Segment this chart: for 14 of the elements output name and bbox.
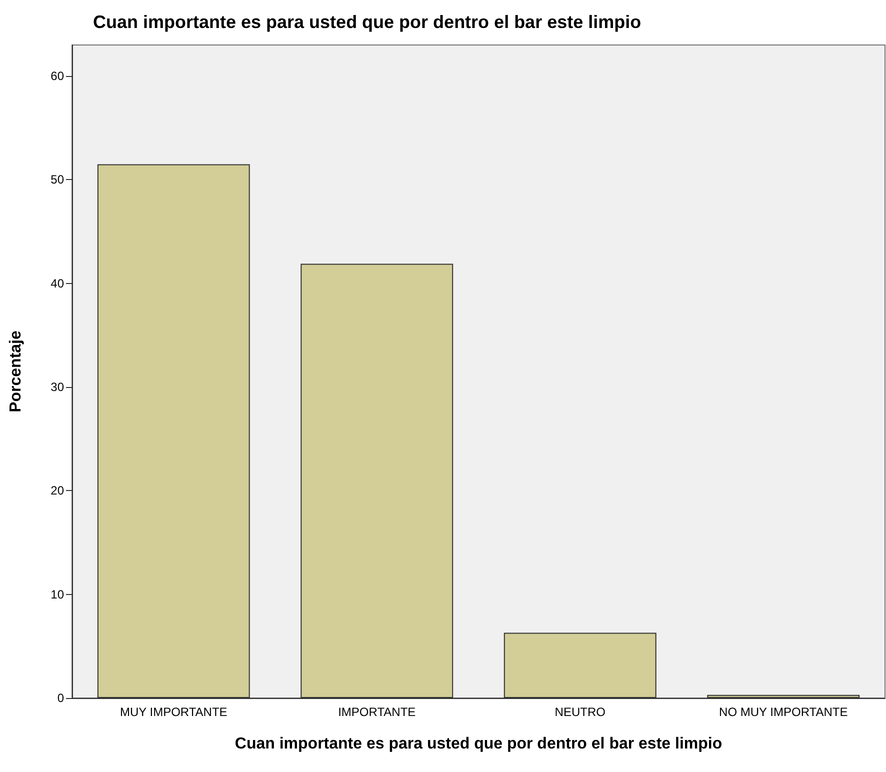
y-axis-title: Porcentaje <box>8 330 24 412</box>
x-axis-title: Cuan importante es para usted que por dentro el bar este limpio <box>234 736 722 752</box>
x-tick-label: NO MUY IMPORTANTE <box>719 705 848 719</box>
y-tick-label: 50 <box>50 172 64 187</box>
chart-title: Cuan importante es para usted que por dentro el bar este limpio <box>93 12 642 32</box>
y-tick-label: 0 <box>57 691 64 705</box>
y-tick-label: 60 <box>50 69 64 84</box>
y-tick-label: 20 <box>50 484 64 498</box>
x-tick-label: IMPORTANTE <box>338 705 416 719</box>
y-tick-label: 10 <box>50 587 64 602</box>
x-tick-label: NEUTRO <box>554 705 606 719</box>
x-tick-label: MUY IMPORTANTE <box>120 705 228 719</box>
y-tick-label: 30 <box>50 380 64 394</box>
y-tick-label: 40 <box>50 276 64 290</box>
